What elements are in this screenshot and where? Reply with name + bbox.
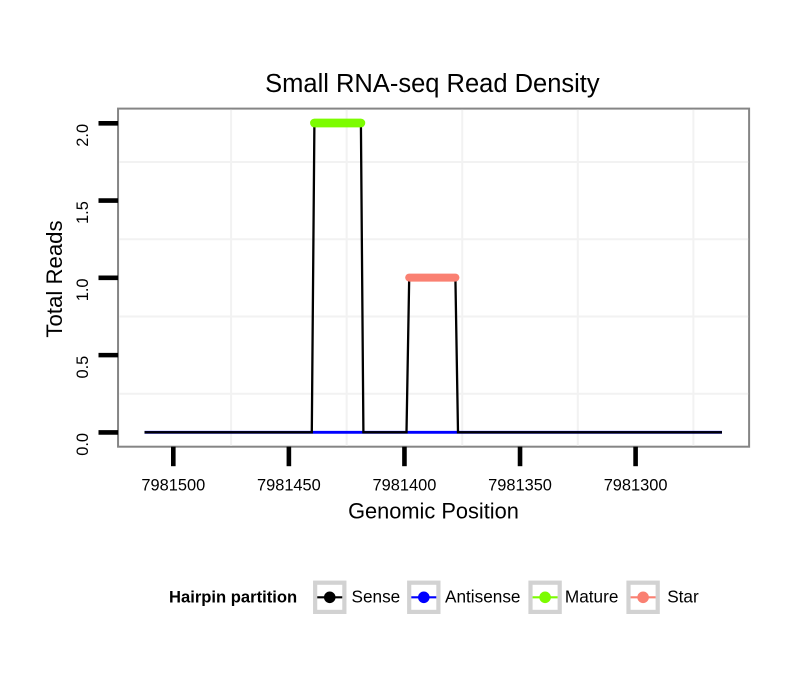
- svg-text:7981300: 7981300: [604, 476, 668, 494]
- svg-text:Genomic Position: Genomic Position: [348, 499, 519, 524]
- svg-text:7981450: 7981450: [257, 476, 321, 494]
- svg-text:7981350: 7981350: [488, 476, 552, 494]
- svg-text:1.0: 1.0: [74, 278, 92, 301]
- svg-text:0.5: 0.5: [74, 356, 92, 379]
- svg-text:Mature: Mature: [565, 587, 619, 607]
- svg-text:Sense: Sense: [352, 587, 401, 607]
- svg-text:Total Reads: Total Reads: [42, 220, 67, 337]
- svg-text:Hairpin partition: Hairpin partition: [169, 588, 297, 607]
- svg-text:Small RNA-seq Read Density: Small RNA-seq Read Density: [265, 70, 600, 98]
- svg-text:7981400: 7981400: [373, 476, 437, 494]
- svg-text:7981500: 7981500: [141, 476, 205, 494]
- svg-text:Antisense: Antisense: [445, 587, 520, 607]
- svg-text:2.0: 2.0: [74, 124, 92, 147]
- svg-text:Star: Star: [667, 587, 699, 607]
- svg-text:1.5: 1.5: [74, 201, 92, 224]
- svg-text:0.0: 0.0: [74, 433, 92, 456]
